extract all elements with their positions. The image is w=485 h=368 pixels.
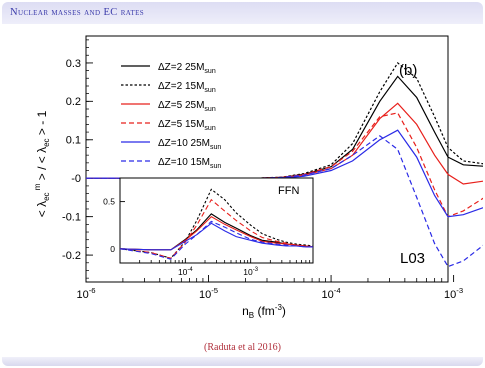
inset-series-group — [119, 188, 314, 260]
x-tick-label: 10-6 — [76, 286, 95, 301]
main-chart: 10-6 10-5 10-4 10-3 0.3 0.2 0.1 -0 -0.1 -0.2 ΔZ=2… — [33, 35, 483, 320]
y-tick-label: 0.1 — [66, 135, 81, 147]
y-tick-label: 0 — [110, 244, 115, 254]
legend-label: ΔZ=2 25Msun — [158, 62, 216, 75]
x-tick-label: 10-3 — [243, 267, 258, 277]
x-tick-label: 10-3 — [444, 286, 463, 301]
legend: ΔZ=2 25Msun ΔZ=2 15Msun ΔZ=5 25Msun ΔZ=5 15… — [121, 62, 221, 170]
inset-label: FFN — [278, 185, 299, 197]
y-tick-label: -0.2 — [62, 250, 81, 262]
y-tick-label: -0.1 — [62, 212, 81, 224]
slide-header: Nuclear masses and EC rates — [2, 2, 483, 24]
x-axis-label: nB (fm-3) — [242, 303, 286, 320]
legend-label: ΔZ=5 25Msun — [158, 100, 216, 113]
y-axis-label: < λec m > / < λec > - 1 — [33, 110, 51, 217]
y-tick-label: 0.3 — [66, 58, 81, 70]
legend-label: ΔZ=10 15Msun — [158, 157, 221, 170]
legend-label: ΔZ=10 25Msun — [158, 138, 221, 151]
legend-label: ΔZ=5 15Msun — [158, 119, 216, 132]
x-tick-label: 10-5 — [199, 286, 218, 301]
footer-bar — [2, 357, 483, 366]
inset-frame — [119, 177, 314, 264]
inset-series-5 — [119, 220, 313, 260]
main-series-0 — [86, 75, 483, 179]
model-label: L03 — [400, 250, 425, 267]
slide-title: Nuclear masses and EC rates — [10, 7, 145, 18]
panel-label: (b) — [399, 62, 417, 79]
main-series-5 — [86, 135, 483, 268]
inset-series-3 — [119, 198, 314, 259]
y-tick-label: 0.5 — [103, 197, 115, 207]
x-tick-label: 10-4 — [322, 286, 342, 301]
citation: (Raduta et al 2016) — [204, 342, 281, 353]
y-tick-label: 0.2 — [66, 96, 81, 108]
y-tick-label: -0 — [71, 173, 81, 185]
legend-label: ΔZ=2 15Msun — [158, 81, 216, 94]
main-axes: 10-6 10-5 10-4 10-3 0.3 0.2 0.1 -0 -0.1 -0.2 — [62, 39, 463, 301]
x-tick-label: 10-4 — [178, 267, 193, 277]
